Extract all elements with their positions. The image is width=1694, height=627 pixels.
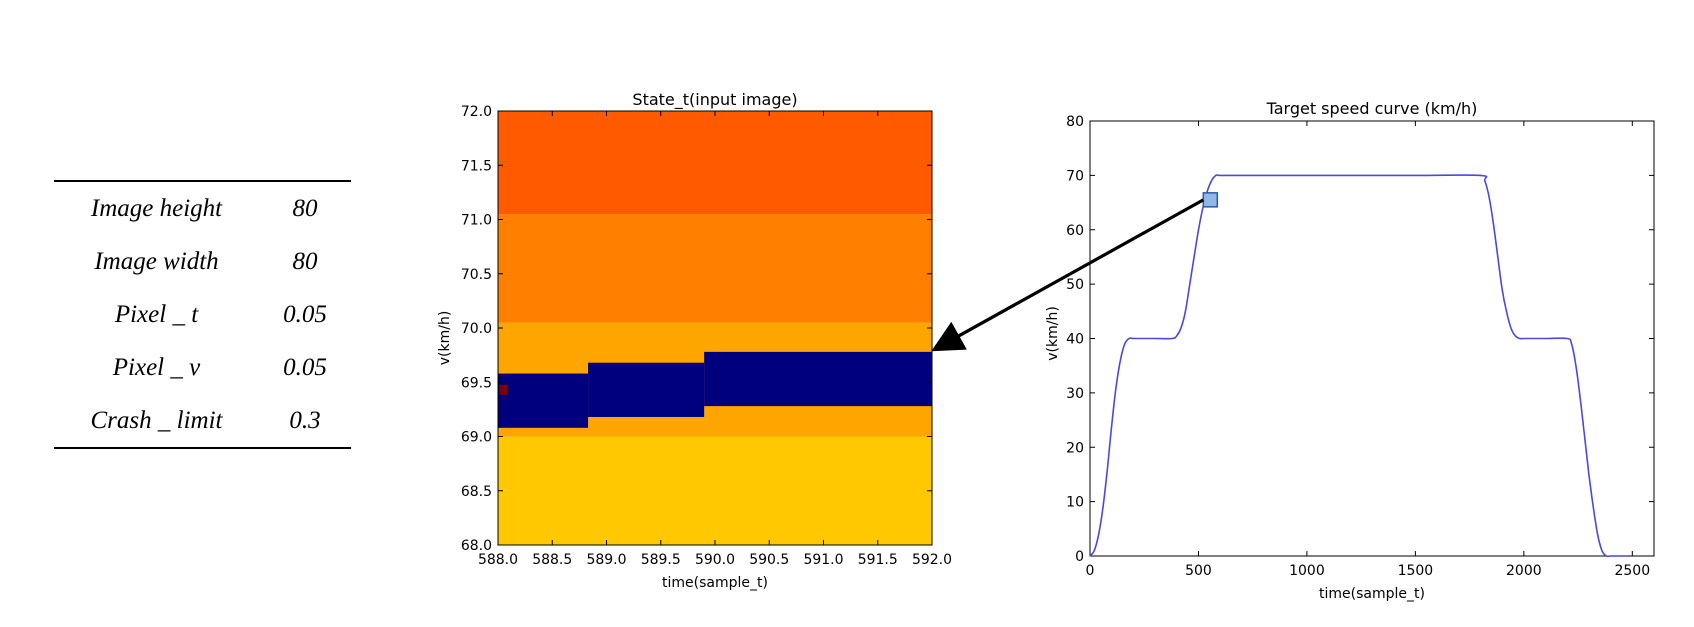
param-label: Image width [94, 247, 219, 275]
line-chart: 0 500 1000 1500 2000 2500 0 10 20 30 40 50 60 70 80 T… [1045, 99, 1655, 602]
x-tick-label: 2500 [1614, 563, 1650, 579]
param-value: 0.05 [283, 353, 327, 381]
x-tick-label: 588.0 [478, 552, 518, 568]
heatmap-band [498, 214, 932, 323]
y-tick-label: 68.0 [461, 538, 492, 554]
x-tick-label: 1500 [1398, 563, 1434, 579]
x-tick-label: 590.5 [749, 552, 789, 568]
y-tick-label: 70.5 [461, 267, 492, 283]
heatmap-speed-band [498, 351, 932, 428]
y-tick-label: 70 [1066, 168, 1084, 184]
heatmap-bands [498, 111, 932, 545]
y-tick-label: 20 [1066, 440, 1084, 456]
param-label: Image height [54, 180, 259, 235]
y-tick-label: 80 [1066, 114, 1084, 130]
param-value: 80 [292, 247, 318, 275]
x-tick-label: 591.0 [803, 552, 843, 568]
y-tick-label: 68.5 [461, 484, 492, 500]
y-tick-label: 0 [1075, 549, 1084, 565]
line-chart-title: Target speed curve (km/h) [1266, 99, 1478, 118]
line-chart-x-ticks: 0 500 1000 1500 2000 2500 [1086, 121, 1650, 579]
line-chart-x-axis-label: time(sample_t) [1319, 586, 1425, 602]
heatmap-y-ticks: 68.0 68.5 69.0 69.5 70.0 70.5 71.0 71.5 72.0 [461, 104, 932, 554]
param-value: 80 [259, 180, 351, 235]
current-state-marker [499, 384, 508, 395]
y-tick-label: 50 [1066, 277, 1084, 293]
line-chart-y-ticks: 0 10 20 30 40 50 60 70 80 [1066, 114, 1654, 565]
table-row: Image height 80 [54, 180, 351, 235]
param-value: 0.3 [259, 394, 351, 449]
parameter-table-body: Image height 80 Image width 80 Pixel _ t 0.05… [54, 180, 351, 449]
param-label: Pixel _ t [114, 300, 199, 328]
table-row: Pixel _ v 0.05 [54, 341, 351, 394]
param-value: 0.05 [283, 300, 327, 328]
heatmap-chart: 588.0 588.5 589.0 589.5 590.0 590.5 591.0 591.5… [437, 90, 952, 591]
heatmap-title: State_t(input image) [632, 90, 797, 110]
heatmap-x-axis-label: time(sample_t) [662, 575, 768, 591]
speed-band-segment [498, 373, 589, 428]
y-tick-label: 40 [1066, 332, 1084, 348]
connector-arrow [931, 198, 1205, 352]
table-row: Pixel _ t 0.05 [54, 288, 351, 341]
y-tick-label: 69.0 [461, 430, 492, 446]
speed-band-segment [588, 362, 705, 417]
speed-band-segment [704, 351, 932, 407]
x-tick-label: 588.5 [532, 552, 572, 568]
x-tick-label: 592.0 [912, 552, 952, 568]
y-tick-label: 69.5 [461, 375, 492, 391]
heatmap-band [498, 436, 932, 545]
x-tick-label: 589.5 [641, 552, 681, 568]
line-chart-y-axis-label: v(km/h) [1045, 306, 1061, 361]
y-tick-label: 71.0 [461, 213, 492, 229]
y-tick-label: 72.0 [461, 104, 492, 120]
x-tick-label: 591.5 [858, 552, 898, 568]
x-tick-label: 1000 [1289, 563, 1325, 579]
param-label: Crash _ limit [54, 394, 259, 449]
parameter-table: Image height 80 Image width 80 Pixel _ t 0.05… [54, 180, 351, 449]
y-tick-label: 30 [1066, 386, 1084, 402]
y-tick-label: 71.5 [461, 158, 492, 174]
heatmap-band [498, 111, 932, 215]
x-tick-label: 2000 [1506, 563, 1542, 579]
highlight-box [1202, 192, 1219, 208]
x-tick-label: 500 [1185, 563, 1212, 579]
x-tick-label: 590.0 [695, 552, 735, 568]
table-row: Crash _ limit 0.3 [54, 394, 351, 449]
y-tick-label: 10 [1066, 495, 1084, 511]
x-tick-label: 589.0 [586, 552, 626, 568]
param-label: Pixel _ v [112, 353, 201, 381]
y-tick-label: 60 [1066, 223, 1084, 239]
heatmap-x-ticks: 588.0 588.5 589.0 589.5 590.0 590.5 591.0 591.5… [478, 111, 952, 568]
table-row: Image width 80 [54, 235, 351, 288]
heatmap-y-axis-label: v(km/h) [437, 311, 453, 366]
x-tick-label: 0 [1086, 563, 1095, 579]
y-tick-label: 70.0 [461, 321, 492, 337]
speed-curve-line [1089, 174, 1628, 558]
heatmap-marker [499, 384, 508, 395]
